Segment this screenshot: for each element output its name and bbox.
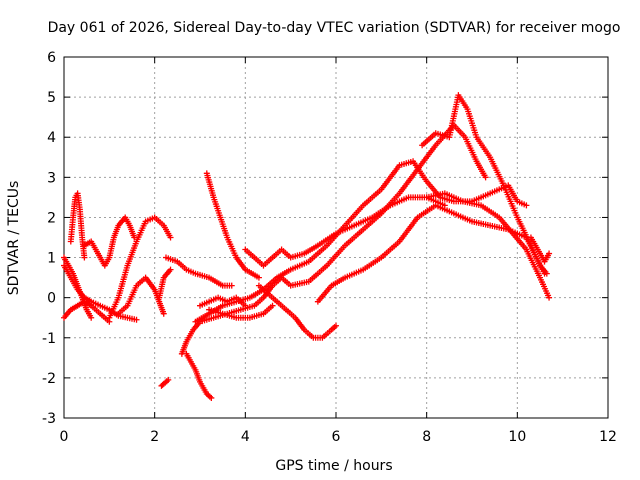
- x-tick-label: 10: [508, 429, 526, 445]
- series-track-03: [61, 298, 113, 325]
- data-point: [546, 294, 553, 301]
- data-point: [160, 310, 167, 317]
- series-track-06: [106, 214, 174, 321]
- data-point: [546, 250, 553, 257]
- data-point: [167, 234, 174, 241]
- series-track-07: [115, 274, 167, 317]
- series-track-09: [158, 376, 172, 389]
- series-track-04: [67, 190, 88, 261]
- series-track-22: [527, 234, 553, 265]
- y-tick-label: 4: [47, 130, 56, 146]
- x-tick-label: 4: [241, 429, 250, 445]
- series-track-12: [183, 350, 215, 401]
- data-point: [543, 270, 550, 277]
- series-track-11: [203, 170, 262, 281]
- series-track-21: [423, 190, 553, 301]
- x-tick-label: 12: [599, 429, 617, 445]
- x-tick-labels: 0 2 4 6 8 10 12: [60, 429, 617, 445]
- x-axis-label: GPS time / hours: [275, 458, 392, 474]
- y-tick-label: 0: [47, 291, 56, 307]
- data-point: [333, 322, 339, 329]
- y-tick-label: 1: [47, 251, 56, 267]
- series-track-16: [206, 302, 276, 321]
- data-point: [523, 202, 530, 209]
- data-point: [255, 274, 262, 281]
- y-axis-label: SDTVAR / TECUs: [6, 181, 22, 296]
- y-tick-labels: -3 -2 -1 0 1 2 3 4 5 6: [42, 50, 56, 427]
- data-points: [61, 92, 553, 401]
- series-track-14: [192, 158, 530, 325]
- x-tick-label: 8: [422, 429, 431, 445]
- series-track-10: [163, 254, 235, 289]
- y-tick-label: 6: [47, 50, 56, 66]
- series-track-05: [81, 214, 138, 269]
- data-point: [165, 376, 172, 383]
- y-tick-label: 2: [47, 210, 56, 226]
- data-point: [88, 314, 95, 321]
- data-point: [81, 254, 88, 261]
- y-tick-label: -3: [42, 411, 56, 427]
- x-tick-label: 0: [60, 429, 69, 445]
- data-point: [242, 302, 249, 309]
- axis-ticks: [63, 56, 609, 419]
- data-point: [208, 394, 215, 401]
- data-point: [133, 316, 140, 323]
- x-tick-label: 2: [150, 429, 159, 445]
- y-tick-label: -2: [42, 371, 56, 387]
- series-track-20: [419, 92, 550, 277]
- series-track-15: [197, 294, 249, 309]
- series-track-18: [255, 282, 339, 341]
- series-track-08: [156, 266, 174, 301]
- x-tick-label: 6: [332, 429, 341, 445]
- chart-title: Day 061 of 2026, Sidereal Day-to-day VTE…: [48, 20, 621, 36]
- data-point: [167, 266, 174, 273]
- y-tick-label: -1: [42, 331, 56, 347]
- data-point: [482, 174, 489, 181]
- series-track-17: [242, 194, 448, 269]
- y-tick-label: 3: [47, 170, 56, 186]
- y-tick-label: 5: [47, 90, 56, 106]
- data-point: [228, 282, 235, 289]
- data-point: [269, 302, 276, 309]
